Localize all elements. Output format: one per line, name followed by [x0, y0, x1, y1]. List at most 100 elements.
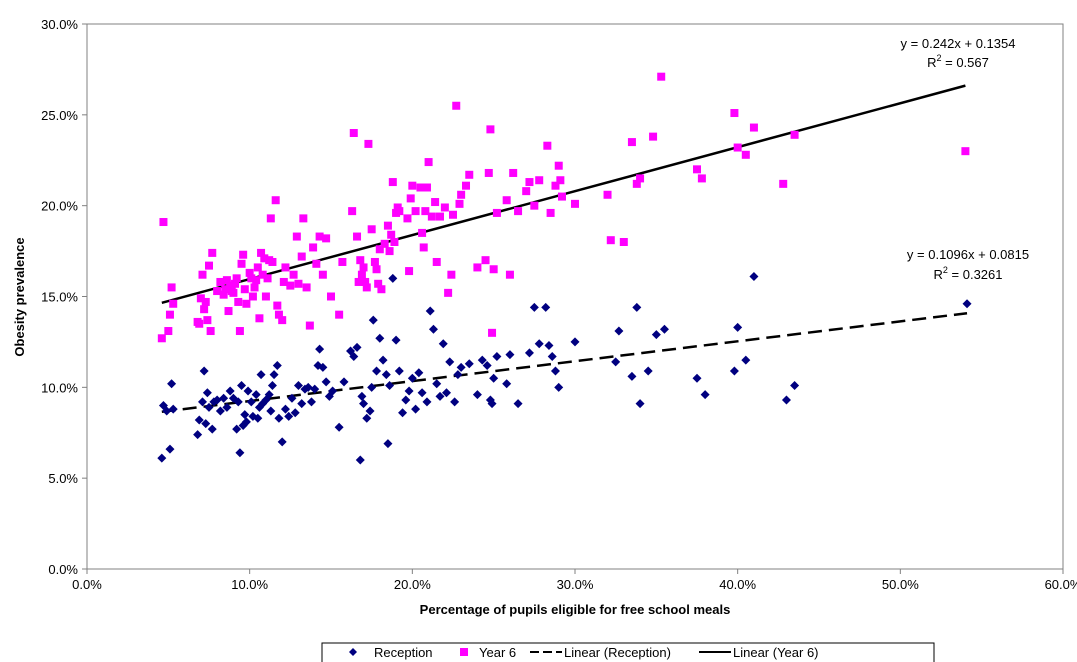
year6-r2-exponent: 2 [937, 53, 942, 63]
point-year6 [362, 283, 371, 292]
point-reception [487, 399, 497, 409]
y-tick-label: 15.0% [41, 290, 78, 305]
point-reception [287, 393, 297, 403]
point-reception [407, 373, 417, 383]
point-reception [401, 395, 411, 405]
point-reception [225, 386, 235, 396]
point-year6 [239, 250, 248, 259]
y-tick-label: 10.0% [41, 380, 78, 395]
point-reception [321, 377, 331, 387]
point-reception [219, 393, 229, 403]
point-reception [547, 351, 557, 361]
point-year6 [353, 232, 362, 241]
point-year6 [395, 207, 404, 216]
y-axis: 0.0% 5.0% 10.0% 15.0% 20.0% 25.0% 30.0% [41, 17, 87, 577]
point-reception [277, 437, 287, 447]
point-reception [962, 299, 972, 309]
point-reception [266, 406, 276, 416]
legend-item-reception: Reception [349, 645, 433, 660]
point-year6 [231, 279, 240, 288]
point-year6 [457, 190, 466, 199]
point-year6 [279, 277, 288, 286]
point-reception [472, 390, 482, 400]
point-year6 [372, 265, 381, 274]
point-year6 [535, 176, 544, 185]
trendlines [161, 84, 968, 414]
point-year6 [305, 321, 314, 330]
legend-item-year6: Year 6 [460, 645, 516, 660]
point-reception [194, 415, 204, 425]
point-year6 [449, 210, 457, 219]
point-year6 [455, 199, 464, 208]
point-reception [253, 413, 263, 423]
point-reception [303, 382, 313, 392]
trendline-reception [161, 311, 968, 414]
y-axis-title: Obesity prevalence [12, 237, 27, 356]
point-reception [450, 397, 460, 407]
point-reception [297, 399, 307, 409]
point-reception [692, 373, 702, 383]
point-year6 [198, 270, 207, 279]
point-year6 [462, 181, 471, 190]
point-year6 [252, 276, 261, 285]
point-year6 [250, 283, 259, 292]
point-reception [207, 424, 217, 434]
point-reception [417, 388, 427, 398]
point-year6 [240, 285, 249, 294]
y-tick-label: 25.0% [41, 108, 78, 123]
point-year6 [318, 270, 327, 279]
point-year6 [213, 287, 222, 296]
point-reception [534, 339, 544, 349]
point-reception [168, 404, 178, 414]
point-reception [435, 391, 445, 401]
point-year6 [221, 285, 230, 294]
point-year6 [248, 292, 257, 301]
point-year6 [359, 263, 368, 272]
point-reception [614, 326, 624, 336]
point-reception [541, 302, 551, 312]
point-year6 [273, 301, 282, 310]
x-tick-label: 20.0% [394, 577, 431, 592]
point-year6 [408, 181, 417, 190]
point-year6 [289, 270, 298, 279]
point-year6 [200, 305, 209, 314]
point-reception [256, 370, 266, 380]
point-reception [232, 424, 242, 434]
y-tick-label: 5.0% [48, 471, 78, 486]
point-year6 [525, 178, 534, 187]
point-reception [438, 339, 448, 349]
point-year6 [235, 327, 244, 336]
x-axis-title: Percentage of pupils eligible for free s… [420, 602, 731, 617]
year6-r2-value: = 0.567 [942, 55, 989, 70]
point-year6 [348, 207, 357, 216]
point-year6 [431, 198, 440, 207]
x-tick-label: 0.0% [72, 577, 102, 592]
point-year6 [169, 299, 178, 308]
point-reception [215, 406, 225, 416]
point-year6 [367, 225, 376, 234]
point-year6 [657, 72, 666, 81]
point-year6 [201, 297, 210, 306]
point-reception [246, 397, 256, 407]
point-year6 [380, 239, 389, 248]
point-year6 [636, 174, 645, 183]
point-year6 [619, 238, 628, 246]
point-year6 [253, 263, 262, 272]
point-year6 [627, 138, 636, 147]
point-year6 [327, 292, 335, 301]
point-reception [197, 397, 207, 407]
point-year6 [403, 214, 412, 223]
point-year6 [505, 270, 514, 279]
x-tick-label: 10.0% [231, 577, 268, 592]
legend-item-linear-year6: Linear (Year 6) [699, 645, 819, 660]
point-reception [365, 406, 375, 416]
legend-label-linear-reception: Linear (Reception) [564, 645, 671, 660]
point-reception [233, 397, 243, 407]
reception-r2-exponent: 2 [943, 265, 948, 275]
point-reception [383, 439, 393, 449]
point-reception [334, 422, 344, 432]
point-reception [162, 406, 172, 416]
point-year6 [522, 187, 531, 196]
point-year6 [370, 257, 379, 266]
point-reception [222, 402, 232, 412]
